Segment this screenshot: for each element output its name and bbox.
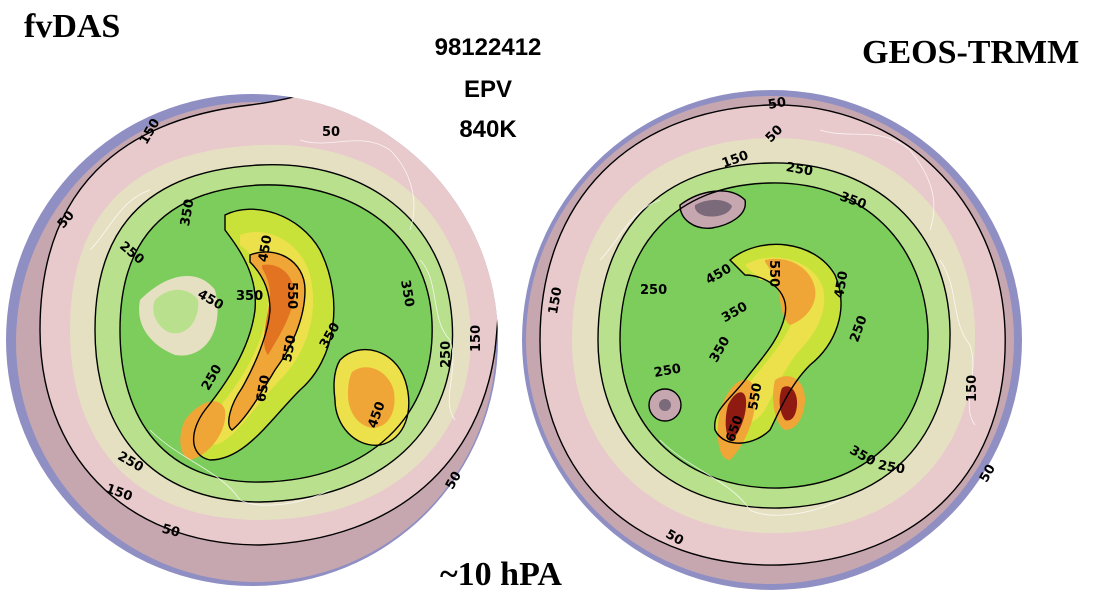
level-label: 840K [459,116,517,143]
fvdas-contour-50 [39,94,498,546]
geos-label-20: 250 [653,361,682,380]
fvdas-label-12: 250 [439,341,454,368]
field-label: EPV [463,76,513,103]
geos-contour-350 [619,182,929,489]
fvdas-contour-350 [119,184,433,483]
geos-contour-labels: 50 50 150 250 350 250 450 350 550 450 35… [546,95,999,549]
fvdas-polar-map: 50 150 50 250 350 450 350 550 650 550 45… [6,94,498,586]
fvdas-label-4: 350 [178,198,197,227]
fvdas-core-darkorange [262,264,295,355]
geos-label-8: 550 [766,260,781,287]
geos-band-green [620,182,929,489]
geos-vortex-top-core [694,199,732,217]
geos-vortex-lower-core [659,399,671,411]
fvdas-label-6: 350 [236,289,263,304]
geos-label-3: 250 [785,160,814,179]
geos-coastlines [599,129,976,516]
fvdas-contour-450 [192,208,335,461]
fvdas-label-8: 650 [254,374,273,403]
fvdas-lower-orange [180,401,226,460]
geos-contour-450 [714,243,842,444]
fvdas-label-17: 50 [160,522,181,541]
geos-contour-250 [597,162,951,509]
geos-streak-darkred [725,392,747,440]
fvdas-contour-550 [228,251,306,431]
geos-streak2-darkred [779,386,798,421]
geos-label-14: 250 [877,458,906,477]
geos-trmm-title: GEOS-TRMM [862,34,1080,71]
geos-label-0: 50 [767,95,787,113]
fvdas-label-7: 550 [284,282,299,309]
date-label: 98122412 [434,34,542,61]
geos-contour-50 [539,104,1006,566]
geos-core-orange [765,258,816,325]
fvdas-label-19: 350 [397,279,416,308]
geos-contour-vortex-lower [648,388,682,422]
fvdas-label-13: 150 [469,325,484,352]
fvdas-coastlines [89,139,456,506]
fvdas-lobe-orange [348,367,395,428]
geos-label-9: 450 [832,270,851,299]
geos-label-5: 250 [640,283,667,298]
geos-contour-vortex [679,190,746,229]
fvdas-label-10: 450 [256,234,275,263]
fvdas-contour-lobe [333,349,410,446]
geos-label-15: 150 [546,286,565,315]
pressure-label: ~10 hPA [440,556,562,593]
geos-trmm-polar-map: 50 50 150 250 350 250 450 350 550 450 35… [522,90,1022,590]
fvdas-label-9: 550 [280,334,299,363]
geos-label-18: 550 [746,382,765,411]
fvdas-contour-250 [94,164,454,503]
fvdas-title: fvDAS [24,8,121,45]
fvdas-label-0: 50 [322,125,340,140]
fvdas-pale-wedge-inner [153,289,199,334]
geos-label-12: 150 [965,375,980,402]
